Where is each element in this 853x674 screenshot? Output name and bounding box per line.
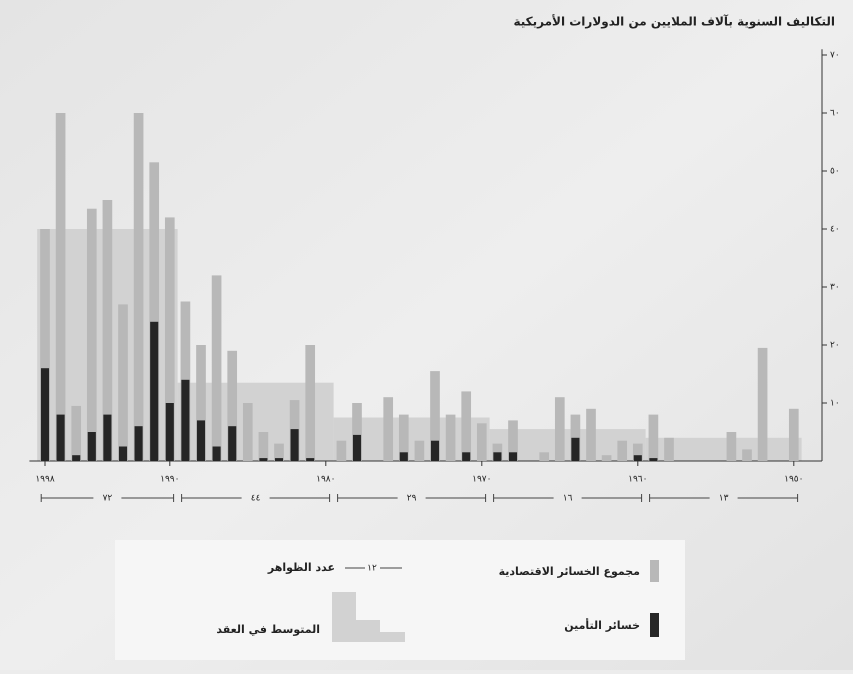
bar	[633, 455, 642, 461]
bar	[212, 446, 221, 461]
legend-label: المتوسط في العقد	[216, 623, 320, 636]
legend-label: مجموع الخسائر الاقتصادية	[499, 565, 640, 578]
bar	[336, 440, 347, 461]
bar	[383, 397, 394, 461]
bar	[149, 162, 160, 462]
y-tick-label: ٦٠	[830, 109, 840, 119]
y-tick-label: ٥٠	[830, 167, 840, 177]
y-tick-label: ٢٠	[830, 341, 840, 351]
bar	[55, 113, 66, 461]
bar	[86, 208, 97, 461]
bar	[133, 113, 144, 461]
bar	[87, 432, 96, 461]
bar	[305, 345, 316, 461]
bar	[601, 455, 612, 461]
y-tick-label: ٧٠	[830, 51, 840, 61]
bar	[165, 403, 174, 461]
bar	[398, 414, 409, 461]
bar	[648, 414, 659, 461]
bar	[196, 420, 206, 461]
legend-swatch	[650, 560, 659, 582]
bar	[742, 449, 752, 461]
bar	[554, 397, 565, 461]
bar	[461, 391, 472, 461]
bar	[539, 452, 550, 461]
y-tick-label: ١٠	[830, 399, 840, 409]
legend-label: خسائر التأمين	[564, 618, 640, 632]
chart-title: التكاليف السنوية بآلاف الملايين من الدول…	[513, 14, 835, 30]
bar	[788, 408, 799, 461]
decade-count: ٢٩	[407, 494, 417, 504]
legend-label: عدد الظواهر	[267, 561, 335, 574]
bar	[103, 414, 112, 461]
x-tick-label: ١٩٧٠	[472, 475, 491, 485]
bar	[352, 403, 362, 461]
bar	[508, 420, 518, 461]
bar	[430, 371, 440, 461]
bar	[290, 429, 299, 461]
x-tick-label: ١٩٥٠	[784, 475, 803, 485]
x-tick-label: ١٩٩٨	[35, 475, 55, 485]
bar	[181, 379, 190, 461]
bar	[118, 446, 128, 461]
bar	[134, 426, 143, 461]
bar	[757, 347, 768, 461]
bar	[196, 345, 206, 461]
bar	[571, 437, 580, 461]
bar	[258, 432, 269, 461]
bar	[259, 458, 268, 461]
bar	[227, 350, 238, 461]
x-tick-label: ١٩٨٠	[316, 475, 335, 485]
decade-count: ١٣	[719, 494, 729, 504]
bar	[242, 403, 253, 461]
bar	[649, 458, 658, 461]
decade-count: ٧٢	[103, 494, 113, 504]
bar	[150, 321, 159, 461]
bar	[274, 443, 284, 461]
bar	[352, 434, 362, 461]
y-tick-label: ٤٠	[830, 225, 840, 235]
bar	[228, 426, 237, 461]
bar	[508, 452, 518, 461]
bar	[493, 452, 502, 461]
legend-swatch	[332, 592, 405, 642]
bar	[211, 275, 222, 461]
bar	[102, 200, 113, 461]
bar	[56, 414, 65, 461]
y-tick-label: ٣٠	[830, 283, 840, 293]
bar	[586, 408, 596, 461]
decade-count: ١٦	[563, 494, 573, 504]
bar	[617, 440, 628, 461]
bar	[414, 440, 425, 461]
decade-count: ٤٤	[251, 494, 261, 504]
bar	[118, 304, 128, 461]
x-tick-label: ١٩٩٠	[160, 475, 179, 485]
bar	[430, 440, 440, 461]
bar	[399, 452, 408, 461]
legend-swatch	[650, 613, 659, 637]
bar	[71, 405, 82, 461]
legend-sample: ١٢	[367, 564, 377, 574]
bar	[164, 217, 175, 461]
bar	[40, 368, 50, 461]
bar	[632, 443, 643, 461]
bar	[726, 432, 737, 461]
x-tick-label: ١٩٦٠	[628, 475, 647, 485]
bar	[274, 458, 284, 461]
bar	[462, 452, 471, 461]
legend: مجموع الخسائر الاقتصادية خسائر التأمين ١٢ ع…	[216, 560, 659, 642]
bar	[445, 414, 456, 461]
bar	[476, 423, 487, 461]
bar	[72, 455, 81, 461]
bar	[306, 458, 315, 461]
bar	[664, 437, 674, 461]
bar	[40, 229, 50, 461]
